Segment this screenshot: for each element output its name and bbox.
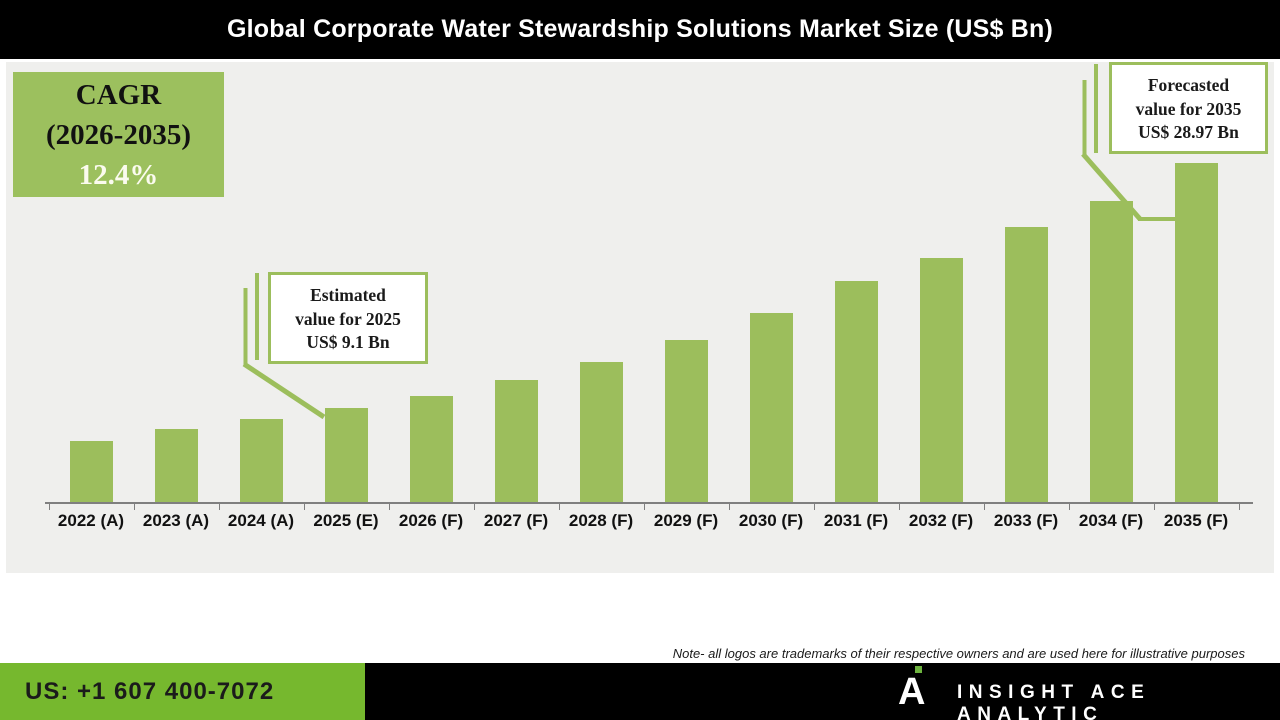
forecasted-line1: Forecasted [1147, 75, 1230, 95]
bar-2025 [324, 408, 368, 502]
estimated-value-callout: Estimated value for 2025 US$ 9.1 Bn [268, 272, 428, 364]
x-axis-tick [48, 503, 50, 510]
x-axis-tick [1153, 503, 1155, 510]
x-axis-tick [218, 503, 220, 510]
bar-2032 [919, 258, 963, 502]
x-axis-label: 2029 (F) [653, 511, 719, 530]
bar-2029 [664, 340, 708, 502]
bar-2033 [1004, 227, 1048, 502]
bar-2035 [1174, 163, 1218, 502]
forecasted-value-callout: Forecasted value for 2035 US$ 28.97 Bn [1109, 62, 1268, 154]
cagr-value: 12.4% [78, 159, 159, 191]
bar-2024 [239, 419, 283, 502]
brand-name: INSIGHT ACE ANALYTIC [957, 682, 1151, 720]
cagr-box: CAGR (2026-2035) 12.4% [13, 72, 224, 197]
x-axis-label: 2033 (F) [993, 511, 1059, 530]
x-axis-label: 2032 (F) [908, 511, 974, 530]
bar-2030 [749, 313, 793, 502]
cagr-label: CAGR [75, 79, 162, 111]
bar-2034 [1089, 201, 1133, 502]
x-axis-label: 2034 (F) [1078, 511, 1144, 530]
x-axis-label: 2022 (A) [57, 511, 125, 530]
logo-letter: A [898, 671, 926, 713]
page-title: Global Corporate Water Stewardship Solut… [226, 15, 1054, 43]
trademark-note-line1: Note- all logos are trademarks of their … [672, 646, 1245, 661]
x-axis-tick [898, 503, 900, 510]
x-axis-label: 2030 (F) [738, 511, 804, 530]
cagr-period: (2026-2035) [46, 119, 191, 151]
x-axis-tick [1068, 503, 1070, 510]
contributors-band: Market Contributors: xylem VEOLIA ENVIRO… [0, 573, 1280, 664]
x-axis-tick [558, 503, 560, 510]
x-axis-label: 2035 (F) [1163, 511, 1229, 530]
x-axis-label: 2024 (A) [227, 511, 295, 530]
x-axis-tick [133, 503, 135, 510]
x-axis-label: 2025 (E) [313, 511, 379, 530]
x-axis-tick [728, 503, 730, 510]
bar-2028 [579, 362, 623, 502]
phone-box: US: +1 607 400-7072 [0, 663, 365, 720]
x-axis-tick [473, 503, 475, 510]
x-axis-label: 2026 (F) [398, 511, 464, 530]
bar-2027 [494, 380, 538, 502]
x-axis-tick [388, 503, 390, 510]
x-axis-tick [303, 503, 305, 510]
phone-number: US: +1 607 400-7072 [25, 678, 275, 705]
logo-green-dot [915, 666, 922, 673]
x-axis-tick [983, 503, 985, 510]
x-axis-line [45, 502, 1253, 504]
estimated-line2: value for 2025 [295, 308, 401, 329]
x-axis-label: 2027 (F) [483, 511, 549, 530]
bar-2026 [409, 396, 453, 502]
x-axis-tick [643, 503, 645, 510]
x-axis-tick [1238, 503, 1240, 510]
x-axis-label: 2028 (F) [568, 511, 634, 530]
footer-bar: US: +1 607 400-7072 A INSIGHT ACE ANALYT… [0, 663, 1280, 720]
x-axis-tick [813, 503, 815, 510]
estimated-line1: Estimated [310, 285, 386, 305]
forecasted-line2: value for 2035 [1135, 98, 1242, 119]
bar-2023 [154, 429, 198, 502]
estimated-value: US$ 9.1 Bn [306, 332, 390, 352]
x-axis-label: 2023 (A) [142, 511, 210, 530]
x-axis-label: 2031 (F) [823, 511, 889, 530]
bar-2031 [834, 281, 878, 502]
insight-ace-logo-icon: A [898, 666, 932, 718]
forecasted-value: US$ 28.97 Bn [1138, 122, 1239, 142]
bar-2022 [69, 441, 113, 502]
title-bar: Global Corporate Water Stewardship Solut… [0, 0, 1280, 59]
